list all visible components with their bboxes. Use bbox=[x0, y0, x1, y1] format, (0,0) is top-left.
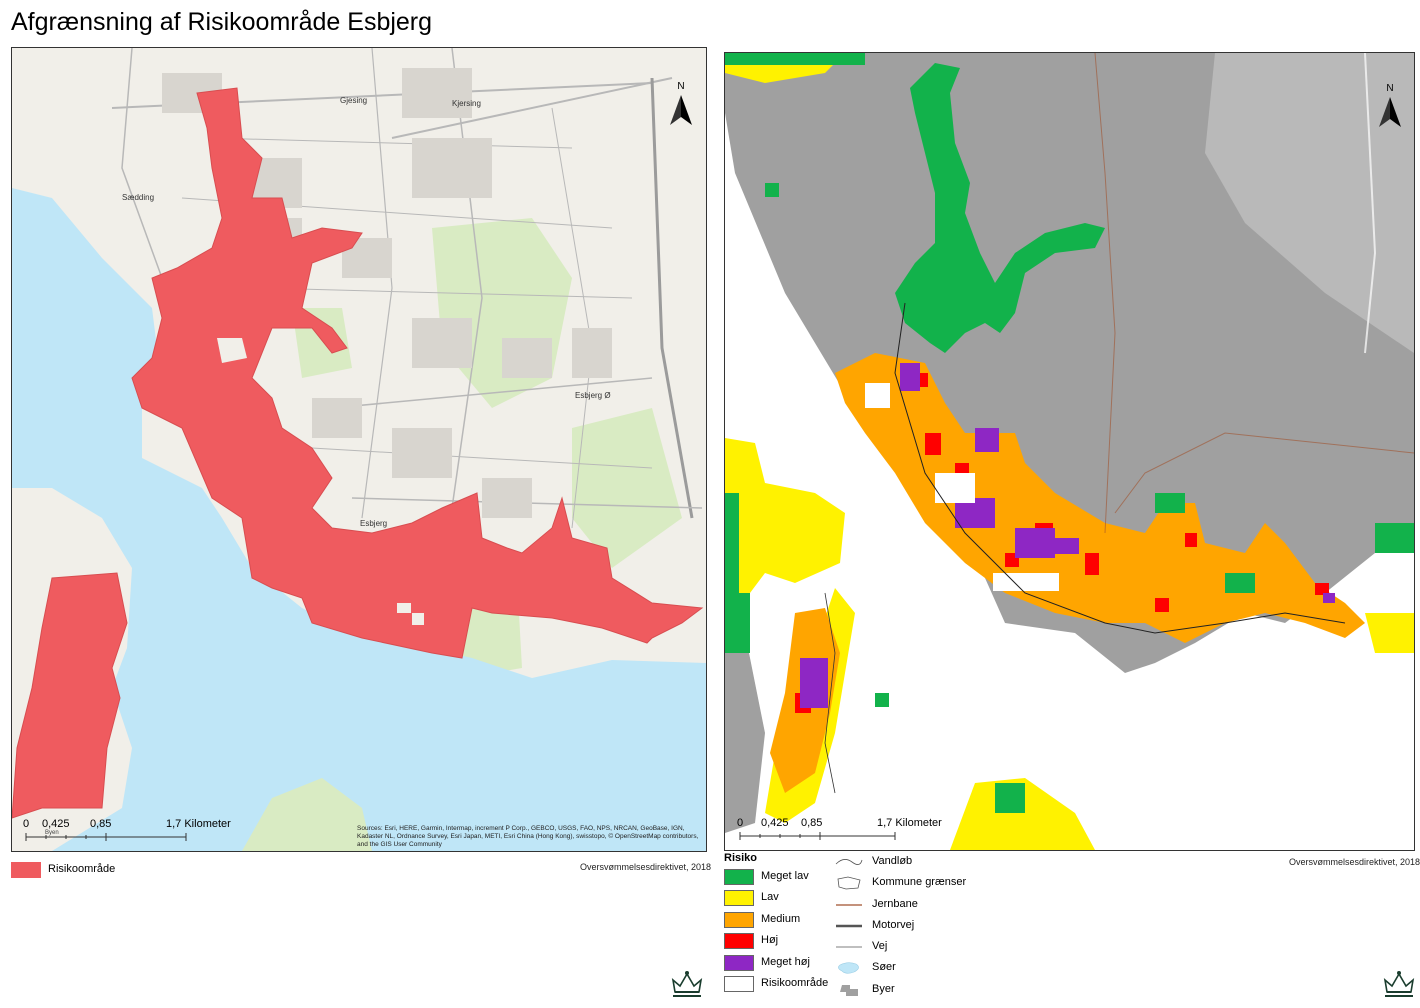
legend-item-lav: Lav bbox=[724, 887, 834, 908]
risk-area-polygons bbox=[12, 87, 704, 819]
legend-label-risikoomraade: Risikoområde bbox=[761, 976, 829, 989]
railway-line-icon bbox=[836, 903, 862, 906]
risk-legend: Risiko Meget lav Lav Medium Høj Meget hø… bbox=[724, 852, 834, 994]
crown-icon bbox=[1383, 971, 1415, 997]
legend-item-hoej: Høj bbox=[724, 930, 834, 951]
left-map-panel[interactable]: Gjesing Kjersing Sædding Esbjerg Ø Esbje… bbox=[11, 47, 707, 852]
left-north-arrow: N bbox=[666, 81, 696, 129]
place-label-saedding: Sædding bbox=[122, 193, 154, 202]
north-letter: N bbox=[677, 81, 685, 92]
scale-bar-graphic bbox=[739, 832, 896, 840]
swatch-medium bbox=[724, 911, 754, 928]
scale-tick-2: 0,85 bbox=[801, 817, 823, 829]
scale-small-label: Byen bbox=[45, 830, 59, 836]
sea-water bbox=[12, 188, 706, 851]
legend-label-soeer: Søer bbox=[872, 961, 896, 974]
place-label-kjersing: Kjersing bbox=[452, 99, 481, 108]
motorway-line-icon bbox=[836, 924, 862, 928]
scale-tick-1: 0,425 bbox=[42, 818, 70, 830]
city-icon bbox=[840, 984, 858, 996]
legend-item-medium: Medium bbox=[724, 909, 834, 930]
right-map-canvas bbox=[725, 53, 1414, 850]
legend-label-meget-hoej: Meget høj bbox=[761, 955, 810, 968]
risk-zone-medium bbox=[835, 353, 1365, 643]
legend-label-kommune: Kommune grænser bbox=[872, 876, 967, 889]
legend-label-motorvej: Motorvej bbox=[872, 918, 915, 931]
map-lines bbox=[824, 53, 1414, 794]
legend-item-meget-hoej: Meget høj bbox=[724, 952, 834, 973]
left-map-canvas: Gjesing Kjersing Sædding Esbjerg Ø Esbje… bbox=[12, 48, 706, 851]
crown-icon bbox=[671, 971, 703, 997]
risk-legend-title: Risiko bbox=[724, 852, 758, 864]
left-credit: Oversvømmelsesdirektivet, 2018 bbox=[580, 862, 712, 872]
road-line-icon bbox=[836, 946, 862, 948]
swatch-meget-lav bbox=[724, 869, 754, 885]
scale-tick-0: 0 bbox=[737, 817, 744, 829]
right-scalebar: 0 0,425 0,85 1,7 Kilometer bbox=[735, 817, 975, 847]
risk-area-legend-label: Risikoområde bbox=[48, 863, 116, 875]
legend-item-meget-lav: Meget lav bbox=[724, 866, 834, 887]
legend-label-vej: Vej bbox=[872, 940, 888, 953]
place-label-gjesing: Gjesing bbox=[340, 96, 367, 105]
risk-area-holes bbox=[217, 338, 424, 625]
place-label-esbjerg: Esbjerg bbox=[360, 519, 387, 528]
stream-line-icon bbox=[835, 859, 863, 865]
place-labels: Gjesing Kjersing Sædding Esbjerg Ø Esbje… bbox=[122, 96, 611, 528]
municipality-border-icon bbox=[837, 876, 861, 890]
south-land bbox=[242, 778, 372, 851]
legend-label-meget-lav: Meget lav bbox=[761, 870, 809, 882]
page-title: Afgrænsning af Risikoområde Esbjerg bbox=[11, 8, 433, 36]
legend-label-lav: Lav bbox=[761, 891, 779, 904]
right-north-arrow: N bbox=[1375, 83, 1405, 131]
north-arrow-icon bbox=[670, 95, 692, 125]
legend-label-hoej: Høj bbox=[761, 934, 779, 947]
crown-logo-left bbox=[669, 970, 705, 1002]
right-map-panel[interactable]: N 0 0,425 0,85 1,7 Kilometer bbox=[724, 52, 1415, 851]
scale-tick-2: 0,85 bbox=[90, 818, 112, 830]
scale-bar-graphic bbox=[25, 833, 187, 841]
swatch-lav bbox=[724, 890, 754, 907]
left-scalebar: 0 0,425 0,85 1,7 Kilometer Byen bbox=[21, 818, 261, 848]
crown-logo-right bbox=[1381, 970, 1417, 1002]
risk-zone-meget-lav bbox=[725, 53, 1414, 813]
north-arrow-icon bbox=[1379, 97, 1401, 127]
scale-tick-3: 1,7 Kilometer bbox=[877, 817, 942, 829]
map-attribution: Sources: Esri, HERE, Garmin, Intermap, i… bbox=[357, 825, 699, 848]
swatch-hoej bbox=[724, 933, 754, 950]
risk-area-swatch bbox=[11, 862, 41, 878]
swatch-risikoomraade bbox=[724, 975, 754, 992]
legend-label-byer: Byer bbox=[872, 982, 895, 995]
urban-blocks bbox=[162, 68, 612, 518]
north-letter: N bbox=[1386, 83, 1394, 94]
legend-item-risikoomraade: Risikoområde bbox=[724, 973, 834, 994]
scale-tick-0: 0 bbox=[23, 818, 30, 830]
lake-icon bbox=[838, 962, 859, 975]
legend-label-jernbane: Jernbane bbox=[872, 897, 918, 910]
scale-tick-1: 0,425 bbox=[761, 817, 789, 829]
right-credit: Oversvømmelsesdirektivet, 2018 bbox=[1289, 857, 1420, 867]
legend-label-medium: Medium bbox=[761, 912, 801, 925]
scale-tick-3: 1,7 Kilometer bbox=[166, 818, 231, 830]
place-label-esbjerg-oe: Esbjerg Ø bbox=[575, 391, 611, 400]
city-inner-light bbox=[1205, 53, 1414, 353]
legend-label-vandloeb: Vandløb bbox=[872, 855, 913, 867]
swatch-meget-hoej bbox=[724, 954, 754, 971]
